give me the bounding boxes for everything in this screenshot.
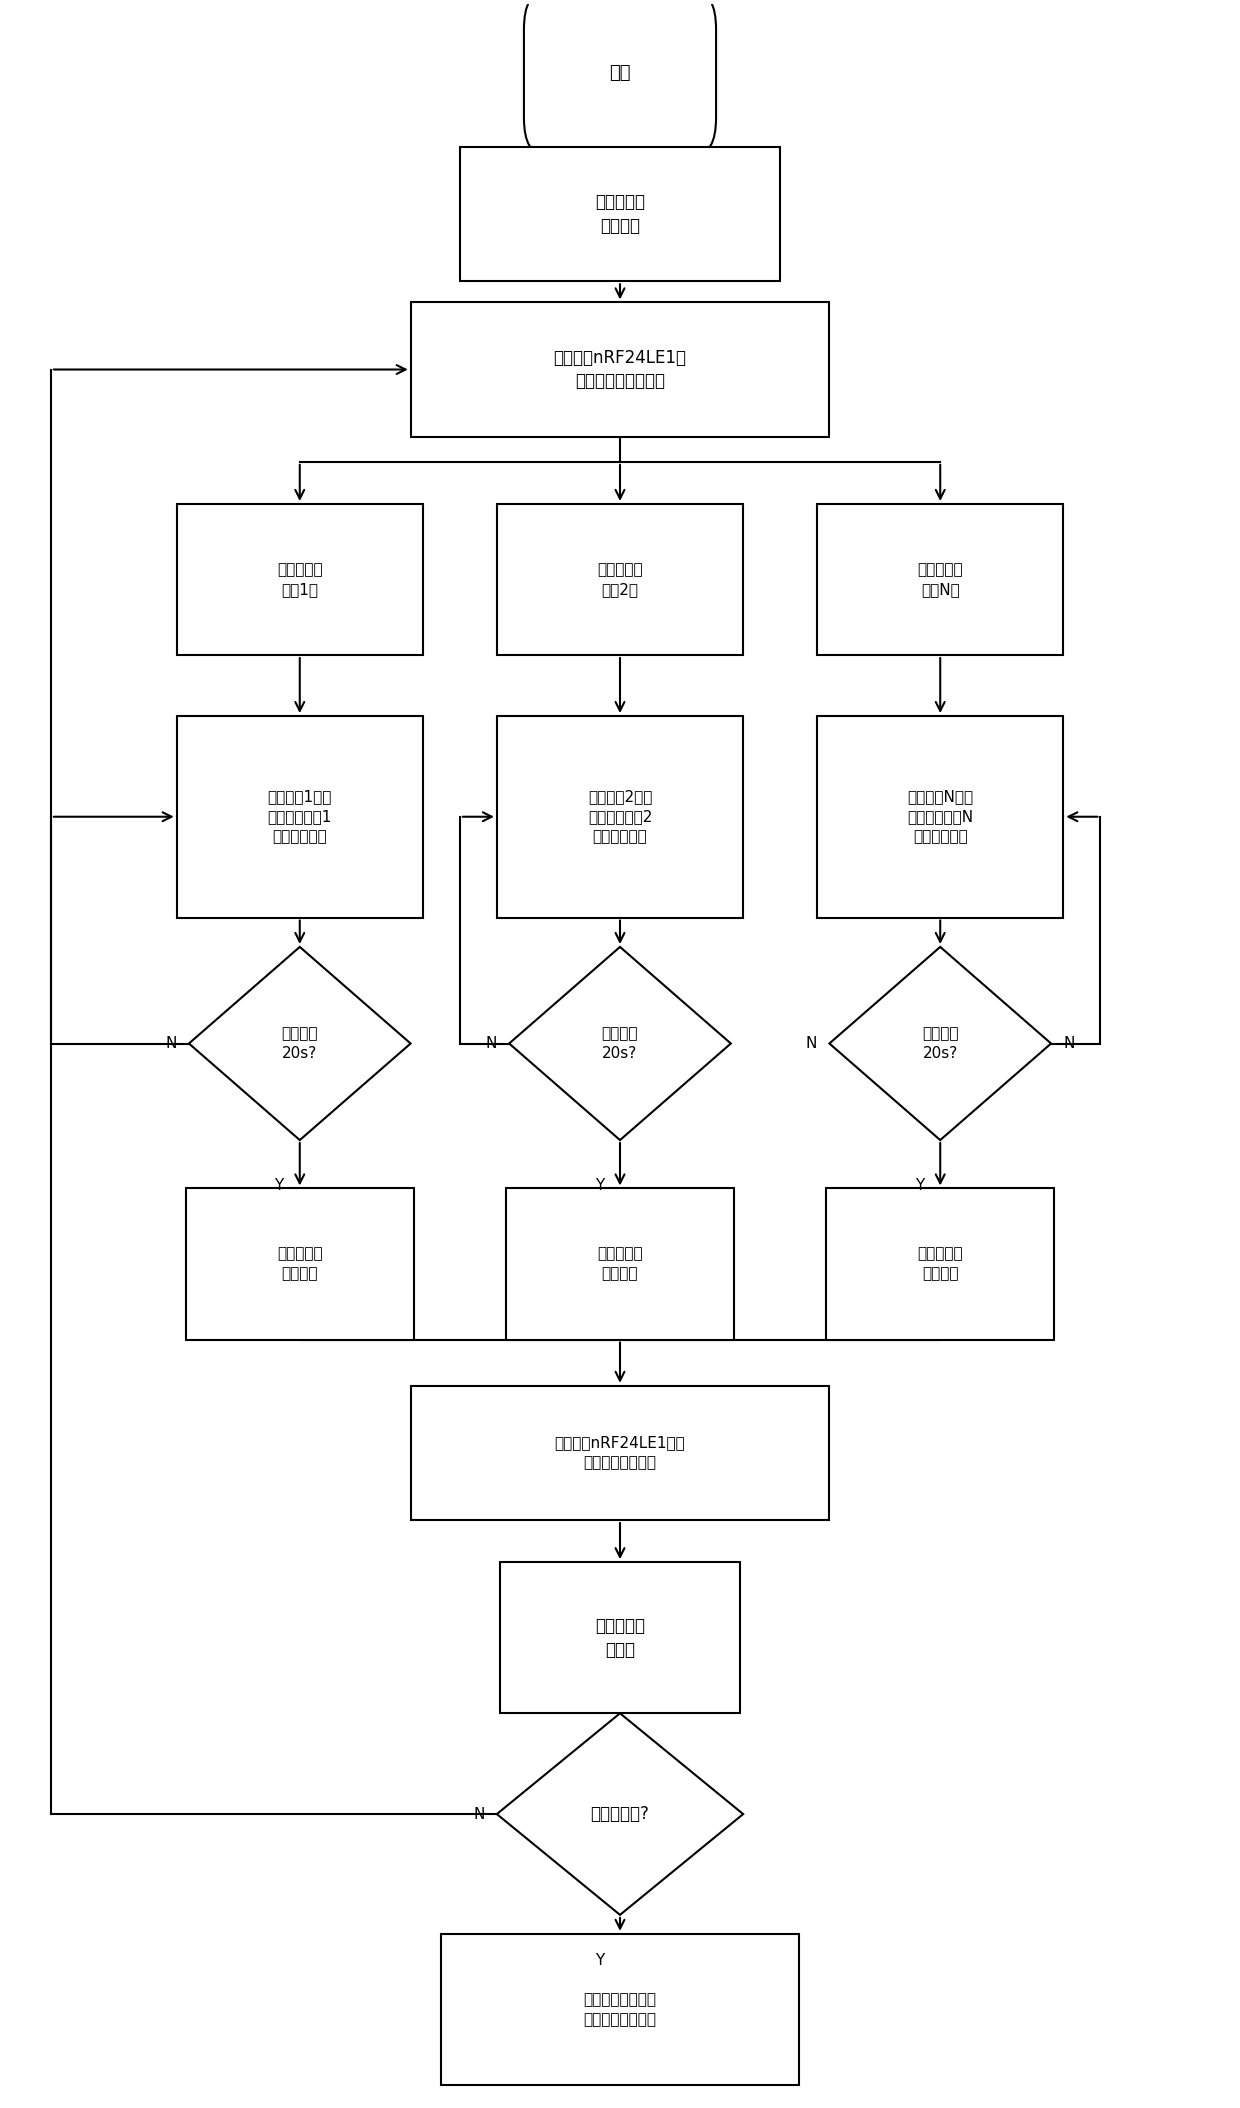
Text: 通信模块1对震
动传感器模块1
的信号作处理: 通信模块1对震 动传感器模块1 的信号作处理 xyxy=(268,788,332,843)
Text: 开始: 开始 xyxy=(609,65,631,82)
Text: 上位机对信
号处理: 上位机对信 号处理 xyxy=(595,1617,645,1659)
Text: 发送相应的
处理信号: 发送相应的 处理信号 xyxy=(918,1246,963,1282)
FancyBboxPatch shape xyxy=(817,717,1064,917)
Text: 震动传感器
模块1号: 震动传感器 模块1号 xyxy=(277,563,322,597)
Text: 上位机的nRF24LE1模块
是否成功接收信号: 上位机的nRF24LE1模块 是否成功接收信号 xyxy=(554,1436,686,1471)
FancyBboxPatch shape xyxy=(176,717,423,917)
FancyBboxPatch shape xyxy=(497,717,743,917)
Text: 震动传感器
模块N号: 震动传感器 模块N号 xyxy=(918,563,963,597)
Polygon shape xyxy=(510,946,730,1140)
Text: 通信模块2对震
动传感器模块2
的信号作处理: 通信模块2对震 动传感器模块2 的信号作处理 xyxy=(588,788,652,843)
FancyBboxPatch shape xyxy=(826,1189,1054,1339)
Text: N: N xyxy=(474,1807,485,1821)
Text: 是否有故障?: 是否有故障? xyxy=(590,1804,650,1823)
Text: 震动传感器
模块2号: 震动传感器 模块2号 xyxy=(598,563,642,597)
FancyBboxPatch shape xyxy=(460,148,780,280)
FancyBboxPatch shape xyxy=(500,1562,740,1714)
FancyBboxPatch shape xyxy=(441,1933,799,2085)
FancyBboxPatch shape xyxy=(817,504,1064,656)
Text: 发送相应的
处理信号: 发送相应的 处理信号 xyxy=(277,1246,322,1282)
Polygon shape xyxy=(188,946,410,1140)
FancyBboxPatch shape xyxy=(410,301,830,436)
Text: 是否到达
20s?: 是否到达 20s? xyxy=(601,1027,639,1060)
Text: N: N xyxy=(485,1035,497,1052)
Text: Y: Y xyxy=(915,1178,924,1193)
Text: 显示故障类型和发
送相应的报警信号: 显示故障类型和发 送相应的报警信号 xyxy=(584,1992,656,2026)
FancyBboxPatch shape xyxy=(176,504,423,656)
Text: Y: Y xyxy=(595,1178,604,1193)
Polygon shape xyxy=(497,1714,743,1914)
Text: 是否到达
20s?: 是否到达 20s? xyxy=(923,1027,959,1060)
FancyBboxPatch shape xyxy=(497,504,743,656)
Text: 上位机发送
接收命令: 上位机发送 接收命令 xyxy=(595,194,645,234)
Text: 发送相应的
处理信号: 发送相应的 处理信号 xyxy=(598,1246,642,1282)
FancyBboxPatch shape xyxy=(506,1189,734,1339)
Text: Y: Y xyxy=(274,1178,284,1193)
Text: N: N xyxy=(1064,1035,1075,1052)
FancyBboxPatch shape xyxy=(525,0,715,156)
Text: 通信模块N对震
动传感器模块N
的信号作处理: 通信模块N对震 动传感器模块N 的信号作处理 xyxy=(908,788,973,843)
Text: 是否到达
20s?: 是否到达 20s? xyxy=(281,1027,317,1060)
Polygon shape xyxy=(830,946,1052,1140)
Text: N: N xyxy=(806,1035,817,1052)
FancyBboxPatch shape xyxy=(410,1385,830,1520)
FancyBboxPatch shape xyxy=(186,1189,414,1339)
Text: N: N xyxy=(165,1035,176,1052)
Text: Y: Y xyxy=(595,1952,604,1967)
Text: 上位机的nRF24LE1模
块处于接收信号状态: 上位机的nRF24LE1模 块处于接收信号状态 xyxy=(553,348,687,390)
